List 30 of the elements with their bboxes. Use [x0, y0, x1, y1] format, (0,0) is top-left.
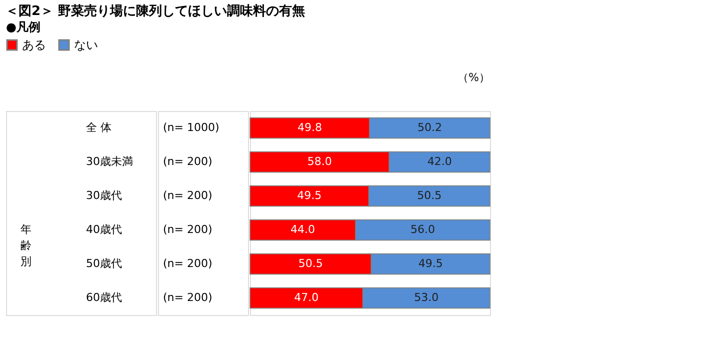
y-tick-label: 60歳代: [86, 291, 122, 304]
data-label: 50.2: [418, 121, 442, 134]
data-label: 53.0: [414, 291, 439, 304]
y-tick-label: 30歳未満: [86, 155, 133, 168]
data-label: 49.5: [418, 257, 443, 270]
data-label: 49.8: [298, 121, 322, 134]
data-label: 58.0: [307, 155, 332, 168]
data-label: 42.0: [427, 155, 452, 168]
text: (n= 200): [163, 223, 212, 236]
legend-label: ない: [74, 38, 98, 52]
text: 年齢別: [20, 223, 32, 268]
legend-title: ●凡例: [6, 20, 40, 34]
chart-title: ＜図2＞ 野菜売り場に陳列してほしい調味料の有無: [6, 3, 306, 19]
y-tick-label: 40歳代: [86, 223, 122, 236]
data-label: 47.0: [294, 291, 319, 304]
y-tick-label: 50歳代: [86, 257, 122, 270]
data-label: 56.0: [410, 223, 436, 236]
data-label: 44.0: [290, 223, 316, 236]
text: (n= 1000): [163, 121, 220, 134]
data-label: 49.5: [297, 189, 322, 202]
data-label: 50.5: [298, 257, 323, 270]
data-label: 50.5: [417, 189, 442, 202]
y-tick-label: 全 体: [86, 121, 112, 134]
text: (n= 200): [163, 291, 212, 304]
text: (n= 200): [163, 155, 212, 168]
text: （%）: [458, 71, 490, 84]
y-tick-label: 30歳代: [86, 189, 122, 202]
legend-label: ある: [22, 38, 46, 52]
text: (n= 200): [163, 257, 212, 270]
text: (n= 200): [163, 189, 212, 202]
